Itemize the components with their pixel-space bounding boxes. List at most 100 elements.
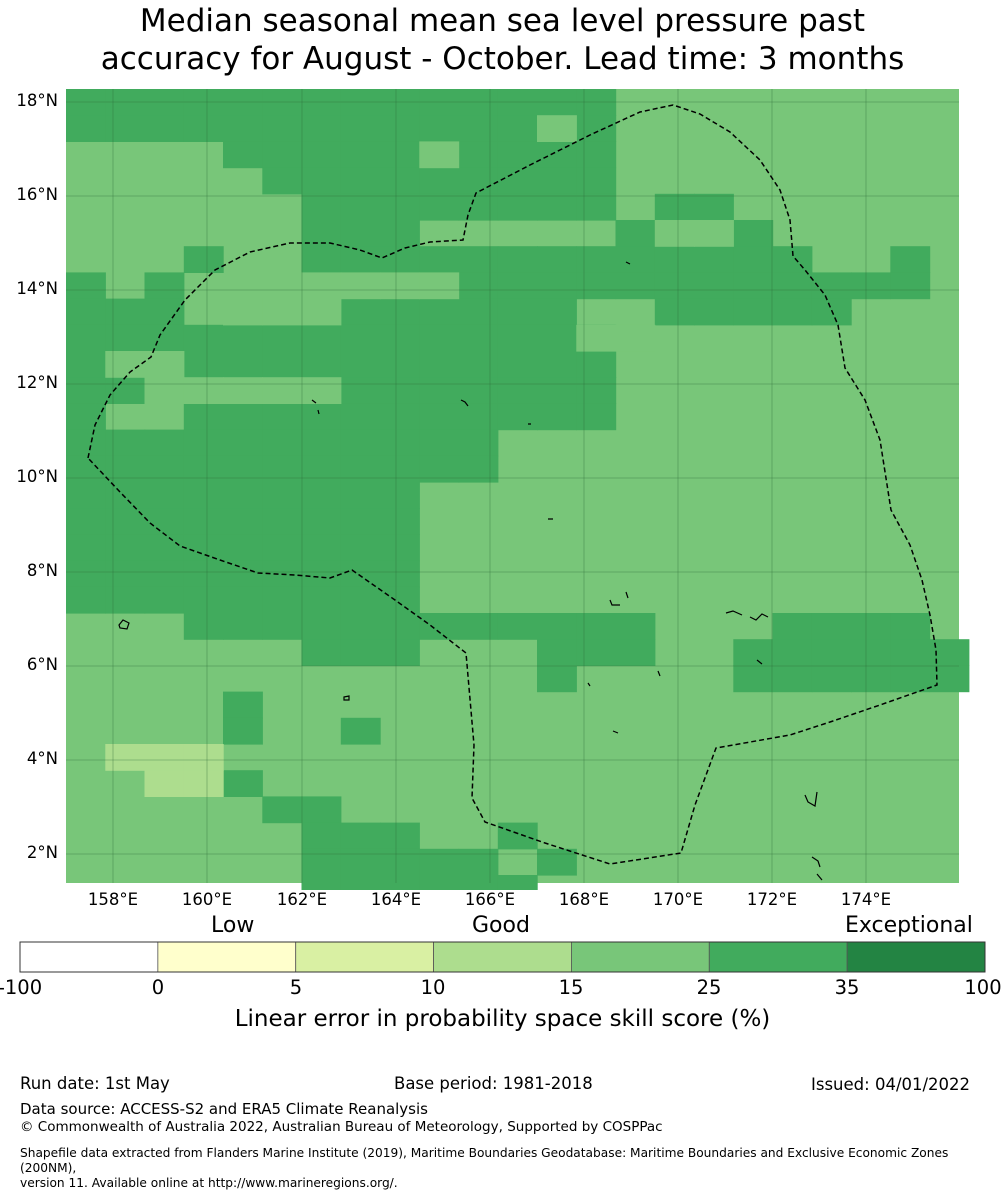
grid-cell <box>458 246 499 273</box>
grid-cell <box>537 351 577 378</box>
grid-cell <box>301 89 342 116</box>
skill-map <box>66 89 970 890</box>
grid-cell <box>66 89 106 116</box>
grid-cell <box>105 298 146 326</box>
grid-cell <box>301 560 342 588</box>
shapefile-credit-line-2: version 11. Available online at http://w… <box>20 1176 398 1190</box>
grid-cell <box>419 193 460 221</box>
grid-cell <box>654 220 695 247</box>
grid-cell <box>576 377 617 404</box>
grid-cell <box>380 429 420 457</box>
grid-cell <box>223 455 263 483</box>
lat-label: 4°N <box>26 749 58 768</box>
grid-cell <box>537 193 577 221</box>
grid-cell <box>144 770 185 797</box>
grid-cell <box>262 508 303 535</box>
grid-cell <box>183 377 224 404</box>
grid-cell <box>851 613 891 640</box>
grid-cell <box>183 744 224 771</box>
lon-label: 160°E <box>181 890 233 909</box>
grid-cell <box>223 482 263 509</box>
lat-label: 2°N <box>26 843 58 862</box>
grid-cell <box>458 613 499 640</box>
grid-cell <box>223 141 263 169</box>
grid-cell <box>301 796 342 824</box>
grid-cell <box>380 455 420 483</box>
grid-cell <box>183 351 224 378</box>
grid-cell <box>262 534 303 562</box>
grid-cell <box>811 639 852 666</box>
grid-cell <box>419 455 460 483</box>
grid-cell <box>537 115 577 142</box>
grid-cell <box>144 429 185 457</box>
grid-cell <box>144 351 185 378</box>
grid-cell <box>694 298 734 326</box>
grid-cell <box>144 115 185 142</box>
grid-cell <box>497 377 538 404</box>
lat-label: 8°N <box>26 561 58 580</box>
grid-cell <box>537 665 577 693</box>
grid-cell <box>419 351 460 378</box>
grid-cell <box>419 613 460 640</box>
grid-cell <box>380 482 420 509</box>
grid-cell <box>105 324 146 352</box>
grid-cell <box>223 508 263 535</box>
grid-cell <box>105 351 146 378</box>
graticule <box>66 89 959 883</box>
grid-cell <box>615 220 656 247</box>
grid-cell <box>537 141 577 169</box>
grid-cell <box>497 403 538 431</box>
grid-cell <box>262 403 303 431</box>
grid-cell <box>66 482 106 509</box>
grid-cell <box>497 272 538 300</box>
grid-cell <box>183 324 224 352</box>
grid-cell <box>105 115 146 142</box>
grid-cell <box>301 848 342 876</box>
grid-cell <box>458 272 499 300</box>
grid-cell <box>615 246 656 273</box>
grid-cell <box>301 429 342 457</box>
grid-cell <box>262 796 303 824</box>
grid-cell <box>183 429 224 457</box>
grid-cell <box>890 246 931 273</box>
grid-cell <box>340 193 381 221</box>
grid-cell <box>733 246 774 273</box>
grid-cell <box>419 167 460 195</box>
colorbar-tick: 35 <box>834 976 860 999</box>
base-period: Base period: 1981-2018 <box>394 1074 593 1093</box>
run-date: Run date: 1st May <box>20 1074 170 1093</box>
grid-cell <box>537 848 577 876</box>
grid-cell <box>340 482 381 509</box>
grid-cell <box>733 298 774 326</box>
grid-cell <box>380 613 420 640</box>
lon-label: 170°E <box>652 890 704 909</box>
colorbar-tick: 15 <box>558 976 584 999</box>
colorbar-segment <box>846 941 986 973</box>
grid-cell <box>340 717 381 745</box>
colorbar-segment <box>295 941 434 973</box>
grid-cell <box>340 89 381 116</box>
grid-cell <box>262 115 303 142</box>
grid-cell <box>301 272 342 300</box>
grid-cell <box>183 534 224 562</box>
grid-cell <box>654 272 695 300</box>
grid-cell <box>380 875 420 890</box>
legend-category-exceptional: Exceptional <box>845 913 973 938</box>
grid-cell <box>262 482 303 509</box>
grid-cell <box>301 534 342 562</box>
grid-cell <box>380 377 420 404</box>
grid-cell <box>340 560 381 588</box>
grid-cell <box>458 167 499 195</box>
grid-cell <box>183 115 224 142</box>
colorbar-segment <box>571 941 710 973</box>
grid-cell <box>301 377 342 404</box>
grid-cell <box>301 586 342 614</box>
grid-cell <box>380 351 420 378</box>
grid-cell <box>929 665 970 693</box>
grid-cell <box>223 115 263 142</box>
grid-cell <box>772 272 813 300</box>
grid-cell <box>66 351 106 378</box>
grid-cell <box>262 324 303 352</box>
grid-cell <box>380 193 420 221</box>
grid-cell <box>654 246 695 273</box>
